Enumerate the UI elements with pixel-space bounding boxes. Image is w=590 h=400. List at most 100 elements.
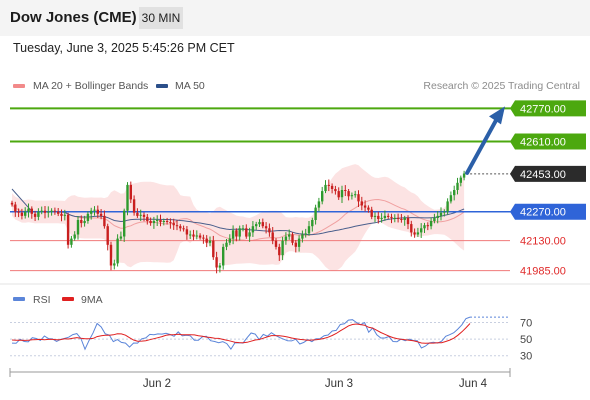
candle-body: [179, 226, 182, 229]
candle-body: [317, 201, 321, 208]
candle-body: [274, 240, 278, 247]
candle-body: [20, 212, 24, 216]
candle-body: [344, 190, 347, 191]
candle-body: [360, 201, 363, 206]
candle-body: [90, 210, 93, 214]
candle-body: [258, 222, 261, 225]
candle-body: [380, 217, 383, 219]
candle-body: [225, 242, 228, 247]
candle-body: [301, 234, 304, 239]
candle-body: [99, 213, 103, 216]
candle-body: [423, 225, 426, 229]
candle-body: [63, 214, 66, 216]
candle-body: [443, 211, 446, 213]
candle-body: [37, 211, 40, 217]
candle-body: [334, 189, 337, 192]
level-label-bg: [510, 100, 586, 117]
candle-body: [370, 209, 373, 217]
candle-body: [123, 210, 126, 237]
candle-body: [446, 201, 449, 212]
candle-body: [126, 184, 129, 211]
header-bar: [0, 0, 590, 36]
candle-body: [195, 235, 198, 237]
candle-body: [413, 232, 416, 235]
candle-body: [363, 205, 367, 208]
candle-body: [357, 194, 360, 202]
candle-body: [149, 221, 152, 224]
candle-body: [241, 228, 245, 230]
candle-body: [24, 211, 27, 216]
candle-body: [129, 184, 132, 200]
candle-body: [416, 232, 420, 235]
candle-body: [136, 212, 139, 216]
candle-body: [406, 217, 410, 225]
forecast-arrow: [465, 118, 498, 175]
candle-body: [202, 237, 205, 239]
candle-body: [324, 184, 327, 192]
candle-body: [139, 214, 142, 216]
candle-body: [433, 217, 436, 221]
candle-body: [212, 240, 215, 258]
candle-body: [96, 209, 99, 214]
candle-body: [291, 234, 294, 243]
candle-body: [456, 182, 459, 190]
candle-body: [248, 232, 251, 237]
candle-body: [284, 236, 288, 241]
rsi-level-label: 70: [520, 317, 532, 329]
candle-body: [340, 190, 344, 198]
candle-body: [314, 207, 317, 220]
candle-body: [294, 242, 297, 247]
candles: [10, 170, 466, 274]
candle-body: [436, 215, 439, 218]
candle-body: [53, 210, 57, 212]
candle-body: [367, 207, 370, 210]
candle-body: [106, 226, 109, 245]
level-label-bg: [510, 133, 586, 150]
candle-body: [27, 208, 30, 212]
candle-body: [330, 185, 334, 189]
candle-body: [156, 220, 159, 221]
candle-body: [278, 246, 281, 256]
ma9-legend-label: 9MA: [81, 294, 103, 306]
candle-body: [251, 226, 255, 233]
candle-body: [307, 226, 311, 234]
candle-body: [165, 221, 169, 222]
time-tick-label: Jun 4: [459, 378, 488, 390]
forecast-arrow-head: [489, 106, 505, 125]
rsi-level-label: 50: [520, 334, 532, 346]
candle-body: [17, 211, 20, 213]
candle-body: [390, 216, 393, 218]
candle-body: [354, 194, 357, 196]
candle-body: [66, 214, 70, 245]
candle-body: [439, 212, 443, 216]
ma20-legend-swatch: [13, 84, 25, 88]
candle-body: [462, 173, 466, 178]
candle-body: [387, 215, 390, 217]
candle-body: [182, 228, 185, 230]
candle-body: [261, 222, 264, 227]
level-label: 42610.00: [520, 136, 566, 148]
candle-body: [142, 214, 146, 217]
candle-body: [43, 210, 47, 213]
candle-body: [169, 222, 172, 224]
level-label: 42270.00: [520, 207, 566, 219]
candle-body: [47, 211, 50, 213]
timeframe-badge[interactable]: 30 MIN: [139, 7, 183, 29]
level-label: 42453.00: [520, 169, 566, 181]
candle-body: [373, 215, 377, 217]
rsi-level-label: 30: [520, 351, 532, 363]
candle-body: [403, 217, 406, 220]
candle-body: [192, 234, 195, 237]
candle-body: [377, 215, 380, 219]
candle-body: [70, 238, 73, 245]
candle-body: [76, 220, 80, 235]
candle-body: [337, 191, 340, 198]
candle-body: [426, 225, 429, 227]
candle-body: [198, 235, 202, 238]
candle-body: [281, 240, 284, 256]
candle-body: [420, 228, 423, 233]
candle-body: [50, 210, 53, 212]
candle-body: [14, 204, 17, 212]
